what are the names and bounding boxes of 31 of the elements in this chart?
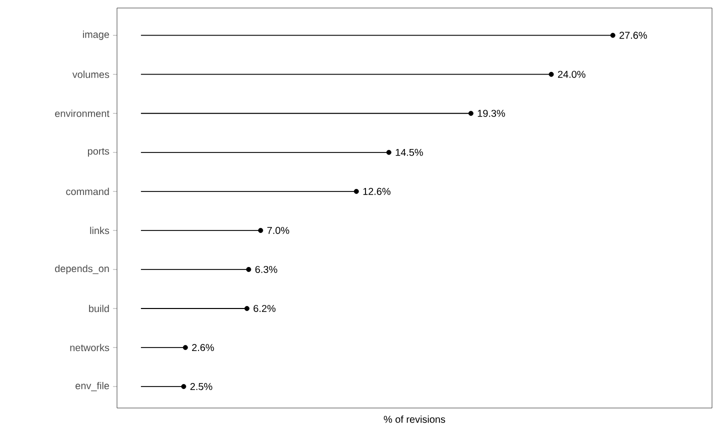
point <box>468 110 474 116</box>
y-tick-label: depends_on <box>55 264 109 274</box>
y-tick-label: build <box>89 304 109 312</box>
x-axis-title: % of revisions <box>384 416 446 423</box>
point <box>244 306 250 311</box>
y-tick-label: command <box>66 188 109 196</box>
y-tick-label: environment <box>55 110 110 118</box>
point <box>181 384 186 390</box>
y-tick-label: networks <box>70 344 110 352</box>
y-tick-label: image <box>83 30 110 40</box>
data-label: 27.6% <box>620 32 647 39</box>
data-label: 24.0% <box>558 70 586 78</box>
y-tick-label: links <box>90 226 110 234</box>
data-label: 14.5% <box>396 148 423 156</box>
data-label: 6.3% <box>255 266 278 273</box>
point <box>386 150 392 155</box>
data-label: 12.6% <box>363 188 390 195</box>
point <box>246 266 252 272</box>
data-label: 2.6% <box>192 344 214 352</box>
point <box>354 188 359 194</box>
data-label: 6.2% <box>254 304 276 312</box>
point <box>548 72 554 77</box>
data-label: 19.3% <box>478 110 506 117</box>
y-tick-label: volumes <box>72 70 110 78</box>
data-label: 2.5% <box>190 383 212 390</box>
point <box>610 32 616 38</box>
data-label: 7.0% <box>267 226 290 234</box>
point <box>258 228 264 233</box>
y-tick-label: ports <box>88 148 110 157</box>
point <box>182 345 188 350</box>
y-tick-label: env_file <box>76 382 110 392</box>
